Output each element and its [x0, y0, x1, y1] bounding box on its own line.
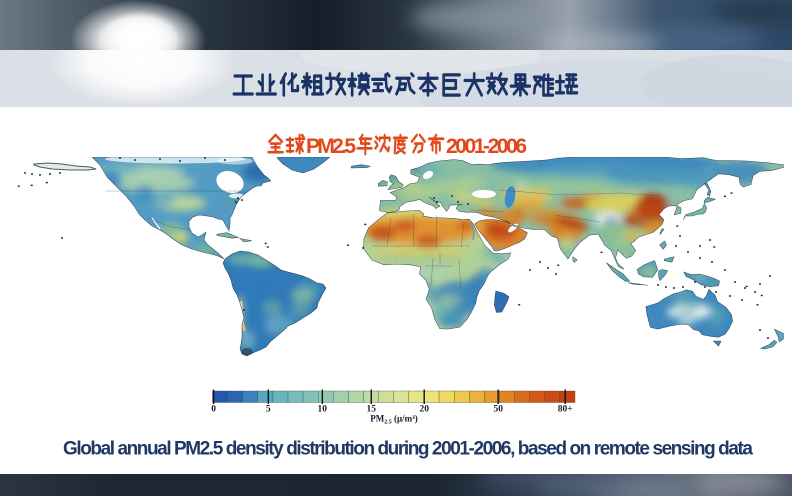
- svg-text:10: 10: [318, 405, 328, 415]
- svg-text:5: 5: [266, 405, 271, 415]
- svg-text:20: 20: [419, 405, 429, 415]
- svg-text:PM2.5: PM2.5: [306, 135, 356, 158]
- svg-text:Global annual PM2.5 density di: Global annual PM2.5 density distribution…: [63, 439, 753, 460]
- svg-text:80+: 80+: [558, 405, 573, 415]
- svg-text:50: 50: [493, 405, 503, 415]
- svg-text:0: 0: [211, 405, 216, 415]
- svg-text:PM2.5 (μ/m³): PM2.5 (μ/m³): [370, 414, 418, 426]
- svg-text:15: 15: [367, 405, 377, 415]
- svg-text:2001-2006: 2001-2006: [446, 135, 527, 158]
